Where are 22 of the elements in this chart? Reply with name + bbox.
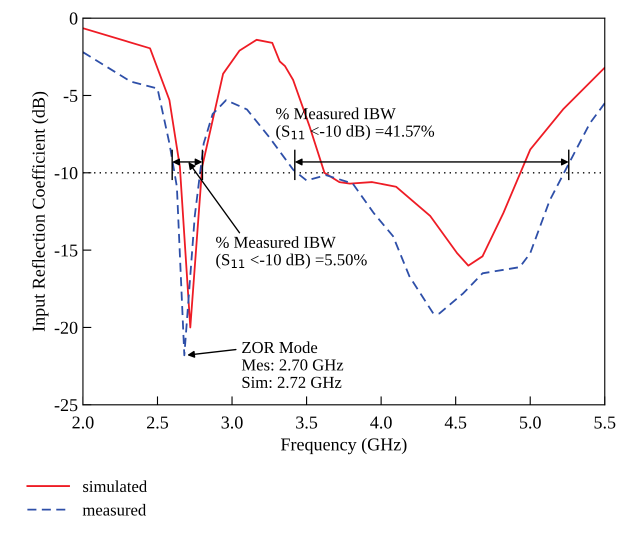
x-tick-label: 3.5 xyxy=(296,416,318,429)
y-tick-label: -5 xyxy=(64,90,78,102)
x-tick-label: 5.0 xyxy=(520,416,541,429)
y-tick-label: -20 xyxy=(54,322,78,334)
y-axis-title: Input Reflection Coefficient (dB) xyxy=(32,92,48,332)
x-tick-label: 4.5 xyxy=(444,416,466,429)
y-tick-label: -15 xyxy=(54,244,78,257)
line-series xyxy=(82,51,605,356)
annotation: ZOR Mode Mes: 2.70 GHz Sim: 2.72 GHz xyxy=(242,341,344,388)
y-tick-label: 0 xyxy=(70,12,78,25)
x-tick-label: 5.5 xyxy=(594,416,616,429)
y-tick-label: -10 xyxy=(54,167,78,180)
y-tick-label: -25 xyxy=(54,399,78,412)
x-axis-title: Frequency (GHz) xyxy=(280,438,406,454)
legend-label: simulated xyxy=(83,480,147,492)
x-tick-label: 4.0 xyxy=(370,416,392,429)
x-tick-label: 3.0 xyxy=(222,416,243,429)
annotation: % Measured IBW (S$_{11}$ <-10 dB) =5.50% xyxy=(216,236,367,269)
line-series xyxy=(82,27,605,328)
x-tick-label: 2.5 xyxy=(147,416,168,429)
x-tick-label: 2.0 xyxy=(72,416,94,429)
legend-label: measured xyxy=(82,504,146,516)
